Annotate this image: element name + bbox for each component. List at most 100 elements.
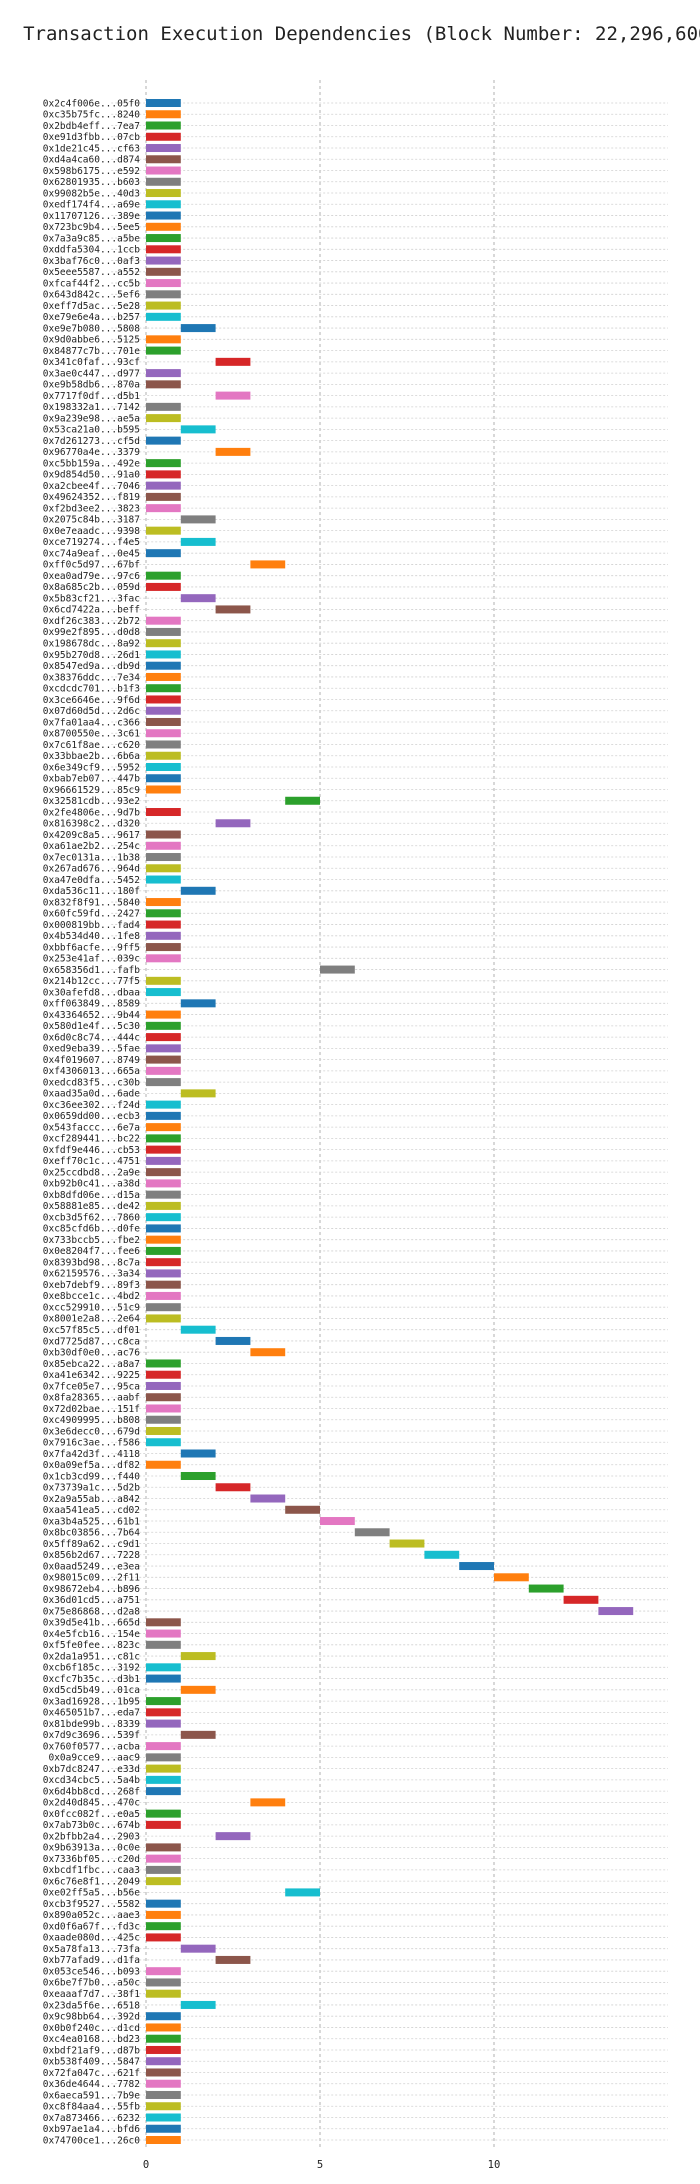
- bar: [180, 594, 216, 603]
- bar: [285, 796, 320, 805]
- bar: [146, 222, 181, 231]
- bar: [180, 515, 216, 524]
- bar: [146, 132, 181, 141]
- bar: [146, 414, 181, 423]
- x-tick-labels: 0 5 10: [143, 2159, 500, 2171]
- bar: [215, 1336, 251, 1345]
- y-tick-label: 0x99e2f895...d0d8: [43, 627, 141, 638]
- y-tick-label: 0xf2bd3ee2...3823: [43, 503, 140, 514]
- y-tick-label: 0x7916c3ae...f586: [43, 1438, 141, 1449]
- bar: [146, 1224, 181, 1233]
- bar: [146, 312, 181, 321]
- bar: [146, 909, 181, 918]
- bar: [146, 1168, 181, 1177]
- y-tick-label: 0x198332a1...7142: [43, 402, 140, 413]
- y-tick-label: 0x341c0faf...93cf: [43, 357, 140, 368]
- bar: [146, 1629, 181, 1638]
- y-tick-label: 0xb30df0e0...ac76: [43, 1348, 141, 1359]
- y-tick-label: 0x2bfbb2a4...2903: [43, 1831, 140, 1842]
- bar: [146, 1708, 181, 1717]
- bar: [146, 1134, 181, 1143]
- y-tick-label: 0xedf174f4...a69e: [43, 200, 141, 211]
- y-tick-label: 0x5a78fa13...73fa: [43, 1944, 140, 1955]
- bar: [146, 1044, 181, 1053]
- y-tick-label: 0xc8f84aa4...55fb: [43, 2102, 141, 2113]
- y-tick-label: 0x98672eb4...b896: [43, 1584, 141, 1595]
- y-tick-label: 0x98015c09...2f11: [43, 1573, 141, 1584]
- y-tick-label: 0x465051b7...eda7: [43, 1708, 140, 1719]
- bar: [146, 1640, 181, 1649]
- bar: [146, 1719, 181, 1728]
- y-tick-label: 0x9d854d50...91a0: [43, 470, 141, 481]
- y-tick-labels: 0x2c4f006e...05f00xc35b75fc...82400x2bdb…: [43, 98, 141, 2146]
- bar: [459, 1562, 494, 1571]
- bar: [180, 1449, 216, 1458]
- y-tick-label: 0x99082b5e...40d3: [43, 188, 140, 199]
- bar: [146, 1393, 181, 1402]
- y-tick-label: 0x7717f0df...d5b1: [43, 391, 141, 402]
- bar: [180, 324, 216, 333]
- bar: [215, 605, 251, 614]
- y-tick-label: 0xa2cbee4f...7046: [43, 481, 141, 492]
- y-tick-label: 0x72fa047c...621f: [43, 2068, 140, 2079]
- y-tick-label: 0xcb3d5f62...7860: [43, 1212, 141, 1223]
- bar: [146, 627, 181, 636]
- bar: [146, 1033, 181, 1042]
- y-tick-label: 0x8bc03856...7b64: [43, 1528, 141, 1539]
- bar: [146, 785, 181, 794]
- y-tick-label: 0x39d5e41b...665d: [43, 1618, 140, 1629]
- bar: [250, 1798, 286, 1807]
- y-tick-label: 0xc35b75fc...8240: [43, 110, 141, 121]
- bar: [320, 965, 355, 974]
- y-tick-label: 0x543faccc...6e7a: [43, 1122, 140, 1133]
- bar: [389, 1539, 425, 1548]
- bar: [146, 875, 181, 884]
- bar: [146, 1201, 181, 1210]
- bar: [146, 672, 181, 681]
- bar: [146, 290, 181, 299]
- bar: [146, 2102, 181, 2111]
- bar: [146, 1899, 181, 1908]
- y-tick-label: 0x733bccb5...fbe2: [43, 1235, 140, 1246]
- bar: [146, 1010, 181, 1019]
- y-tick-label: 0x62159576...3a34: [43, 1269, 141, 1280]
- bar: [146, 436, 181, 445]
- y-tick-label: 0x7fa42d3f...4118: [43, 1449, 141, 1460]
- bar: [320, 1517, 355, 1526]
- bar: [146, 1820, 181, 1829]
- bar: [146, 762, 181, 771]
- y-tick-label: 0xa47e0dfa...5452: [43, 875, 140, 886]
- y-tick-label: 0x9c98bb64...392d: [43, 2012, 140, 2023]
- bar: [146, 639, 181, 648]
- y-tick-label: 0x30afefd8...dbaa: [43, 987, 140, 998]
- bar: [146, 1213, 181, 1222]
- bar: [215, 391, 251, 400]
- y-tick-label: 0x6cd7422a...beff: [43, 605, 140, 616]
- y-tick-label: 0x9d0abbe6...5125: [43, 335, 140, 346]
- y-tick-label: 0x36d01cd5...a751: [43, 1595, 141, 1606]
- bar: [146, 1426, 181, 1435]
- y-tick-label: 0x2bdb4eff...7ea7: [43, 121, 140, 132]
- bar: [146, 2113, 181, 2122]
- y-tick-label: 0xbab7eb07...447b: [43, 774, 141, 785]
- y-tick-label: 0x96770a4e...3379: [43, 447, 141, 458]
- bar: [215, 357, 251, 366]
- y-tick-label: 0x2d40d845...470c: [43, 1798, 140, 1809]
- y-tick-label: 0x0e8204f7...fee6: [43, 1246, 141, 1257]
- y-tick-label: 0x832f8f91...5840: [43, 897, 141, 908]
- y-tick-label: 0x816398c2...d320: [43, 819, 141, 830]
- bar: [146, 1303, 181, 1312]
- y-tick-label: 0xcb3f9527...5582: [43, 1899, 140, 1910]
- bar: [146, 1854, 181, 1863]
- horizontal-grid: [111, 102, 668, 2141]
- bar: [146, 954, 181, 963]
- y-tick-label: 0x0659dd00...ecb3: [43, 1111, 140, 1122]
- bar: [146, 2136, 181, 2144]
- y-tick-label: 0x7fce05e7...95ca: [43, 1381, 140, 1392]
- y-tick-label: 0xbdf21af9...d87b: [43, 2045, 141, 2056]
- bar: [215, 1832, 251, 1841]
- bar: [180, 1730, 216, 1739]
- y-tick-label: 0x6d4bb8cd...268f: [43, 1786, 140, 1797]
- y-tick-label: 0x760f0577...acba: [43, 1741, 140, 1752]
- y-tick-label: 0x8393bd98...8c7a: [43, 1257, 140, 1268]
